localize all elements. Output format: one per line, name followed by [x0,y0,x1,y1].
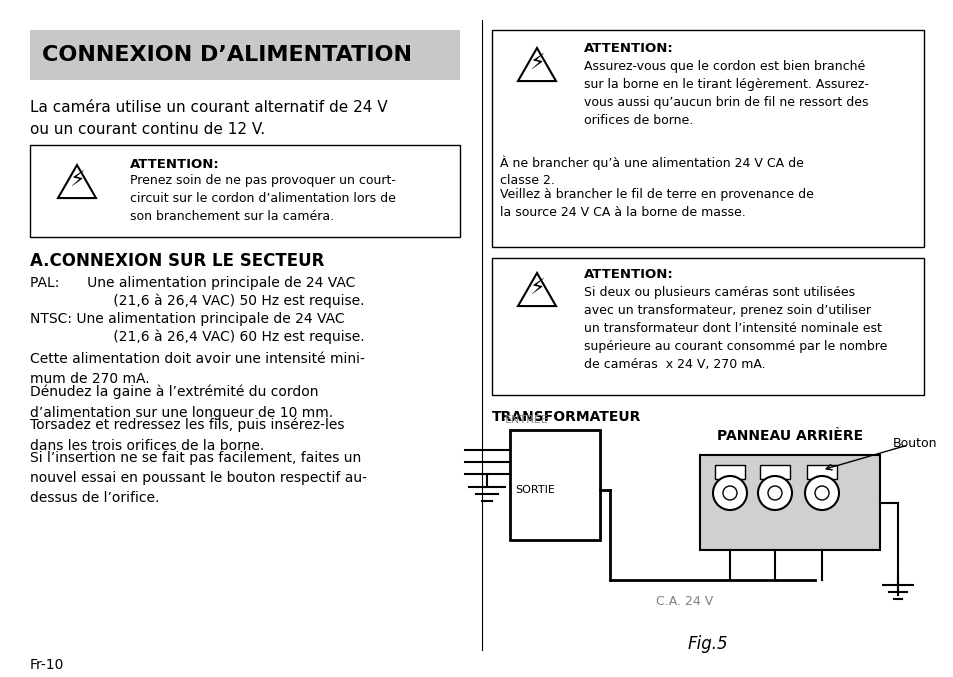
Bar [700,455,879,550]
Bar [510,430,599,540]
Text: Prenez soin de ne pas provoquer un court-
circuit sur le cordon d’alimentation l: Prenez soin de ne pas provoquer un court… [130,174,395,223]
Text: SORTIE: SORTIE [515,485,555,495]
Text: (21,6 à 26,4 VAC) 50 Hz est requise.: (21,6 à 26,4 VAC) 50 Hz est requise. [30,294,364,309]
Bar [492,30,923,247]
Bar [30,145,459,237]
Text: PAL:  Une alimentation principale de 24 VAC: PAL: Une alimentation principale de 24 V… [30,276,355,290]
Bar [492,258,923,395]
Bar [714,465,744,479]
Text: Torsadez et redressez les fils, puis insérez-les
dans les trois orifices de la b: Torsadez et redressez les fils, puis ins… [30,418,344,452]
Text: Si deux ou plusieurs caméras sont utilisées
avec un transformateur, prenez soin : Si deux ou plusieurs caméras sont utilis… [583,286,886,371]
Bar [806,465,836,479]
Text: Veillez à brancher le fil de terre en provenance de
la source 24 V CA à la borne: Veillez à brancher le fil de terre en pr… [499,188,813,219]
Text: La caméra utilise un courant alternatif de 24 V
ou un courant continu de 12 V.: La caméra utilise un courant alternatif … [30,100,387,137]
Text: PANNEAU ARRIÈRE: PANNEAU ARRIÈRE [717,429,862,443]
Circle shape [712,476,746,510]
Circle shape [722,486,737,500]
Text: Dénudez la gaine à l’extrémité du cordon
d’alimentation sur une longueur de 10 m: Dénudez la gaine à l’extrémité du cordon… [30,385,333,420]
Text: ATTENTION:: ATTENTION: [583,42,673,55]
Text: ATTENTION:: ATTENTION: [583,268,673,281]
Text: A.CONNEXION SUR LE SECTEUR: A.CONNEXION SUR LE SECTEUR [30,252,324,270]
Text: Cette alimentation doit avoir une intensité mini-
mum de 270 mA.: Cette alimentation doit avoir une intens… [30,352,364,386]
Text: À ne brancher qu’à une alimentation 24 V CA de
classe 2.: À ne brancher qu’à une alimentation 24 V… [499,155,803,188]
Text: CONNEXION D’ALIMENTATION: CONNEXION D’ALIMENTATION [42,45,412,65]
Circle shape [804,476,838,510]
Text: TRANSFORMATEUR: TRANSFORMATEUR [492,410,640,424]
Polygon shape [58,165,96,198]
Text: (21,6 à 26,4 VAC) 60 Hz est requise.: (21,6 à 26,4 VAC) 60 Hz est requise. [30,330,364,345]
Text: NTSC: Une alimentation principale de 24 VAC: NTSC: Une alimentation principale de 24 … [30,312,344,326]
Bar [760,465,789,479]
Polygon shape [517,48,556,81]
Text: Assurez-vous que le cordon est bien branché
sur la borne en le tirant légèrement: Assurez-vous que le cordon est bien bran… [583,60,868,127]
Text: Si l’insertion ne se fait pas facilement, faites un
nouvel essai en poussant le : Si l’insertion ne se fait pas facilement… [30,451,367,505]
Text: Fig.5: Fig.5 [687,635,727,653]
Text: Fr-10: Fr-10 [30,658,64,672]
Text: ATTENTION:: ATTENTION: [130,158,219,171]
Text: ⚡: ⚡ [529,54,544,74]
Circle shape [814,486,828,500]
Polygon shape [517,273,556,306]
Text: C.A. 24 V: C.A. 24 V [656,595,713,608]
Circle shape [767,486,781,500]
Text: ⚡: ⚡ [70,171,85,191]
Circle shape [758,476,791,510]
Text: Bouton: Bouton [892,437,937,450]
Bar [30,30,459,80]
Text: ⚡: ⚡ [529,279,544,299]
Text: ENTRÉE: ENTRÉE [504,415,548,425]
